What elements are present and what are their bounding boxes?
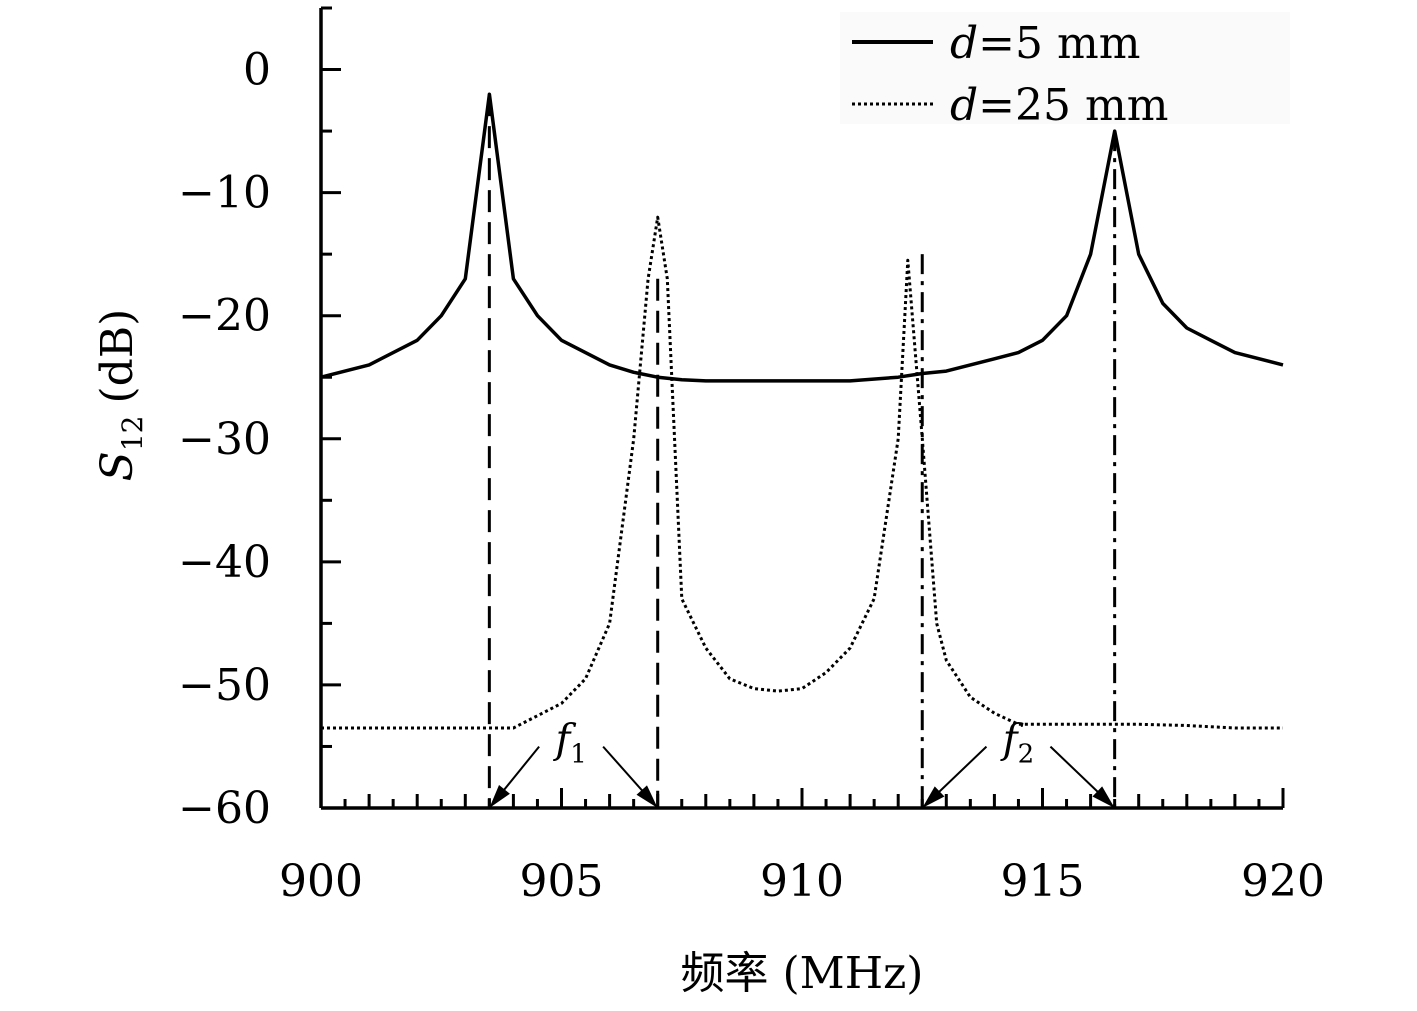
plot-area: f1 f2 [320,92,1284,809]
legend-label-var: d [950,80,978,131]
x-tick-label: 910 [760,856,844,907]
y-tick-label: −30 [178,414,271,465]
legend-label-value: =25 mm [978,80,1168,131]
x-tick-label: 905 [520,856,604,907]
y-axis-unit: (dB) [92,309,143,404]
series-line-2 [321,215,1283,730]
y-tick-label: −50 [178,660,271,711]
y-axis-subscript: 12 [116,416,149,452]
y-axis-label: S12 (dB) [92,309,149,482]
series-line-1 [320,92,1284,383]
y-tick-label: −10 [178,168,271,219]
legend: d=5 mmd=25 mm [840,12,1290,131]
y-tick-label: −60 [178,783,271,834]
annotation-arrow-head [636,785,658,808]
x-axis-label: 频率 (MHz) [681,948,924,999]
y-tick-label: −40 [178,537,271,588]
annotation-2: f2 [921,717,1116,809]
annotation-label-2: f2 [1000,717,1034,770]
y-tick-label: 0 [243,45,271,96]
annotation-label-subscript: 2 [1018,740,1035,770]
annotation-arrow-head [922,786,945,808]
x-tick-label: 915 [1001,856,1085,907]
annotation-arrow-head [1092,786,1115,808]
legend-label-2: d=25 mm [950,80,1168,131]
legend-label-1: d=5 mm [950,18,1140,69]
legend-label-value: =5 mm [978,18,1140,69]
x-tick-label: 920 [1241,856,1325,907]
y-tick-label: −20 [178,291,271,342]
annotation-arrow-head [489,784,510,808]
annotation-label-subscript: 1 [570,740,587,770]
y-axis-symbol: S [92,451,143,481]
x-tick-label: 900 [279,856,363,907]
legend-label-var: d [950,18,978,69]
